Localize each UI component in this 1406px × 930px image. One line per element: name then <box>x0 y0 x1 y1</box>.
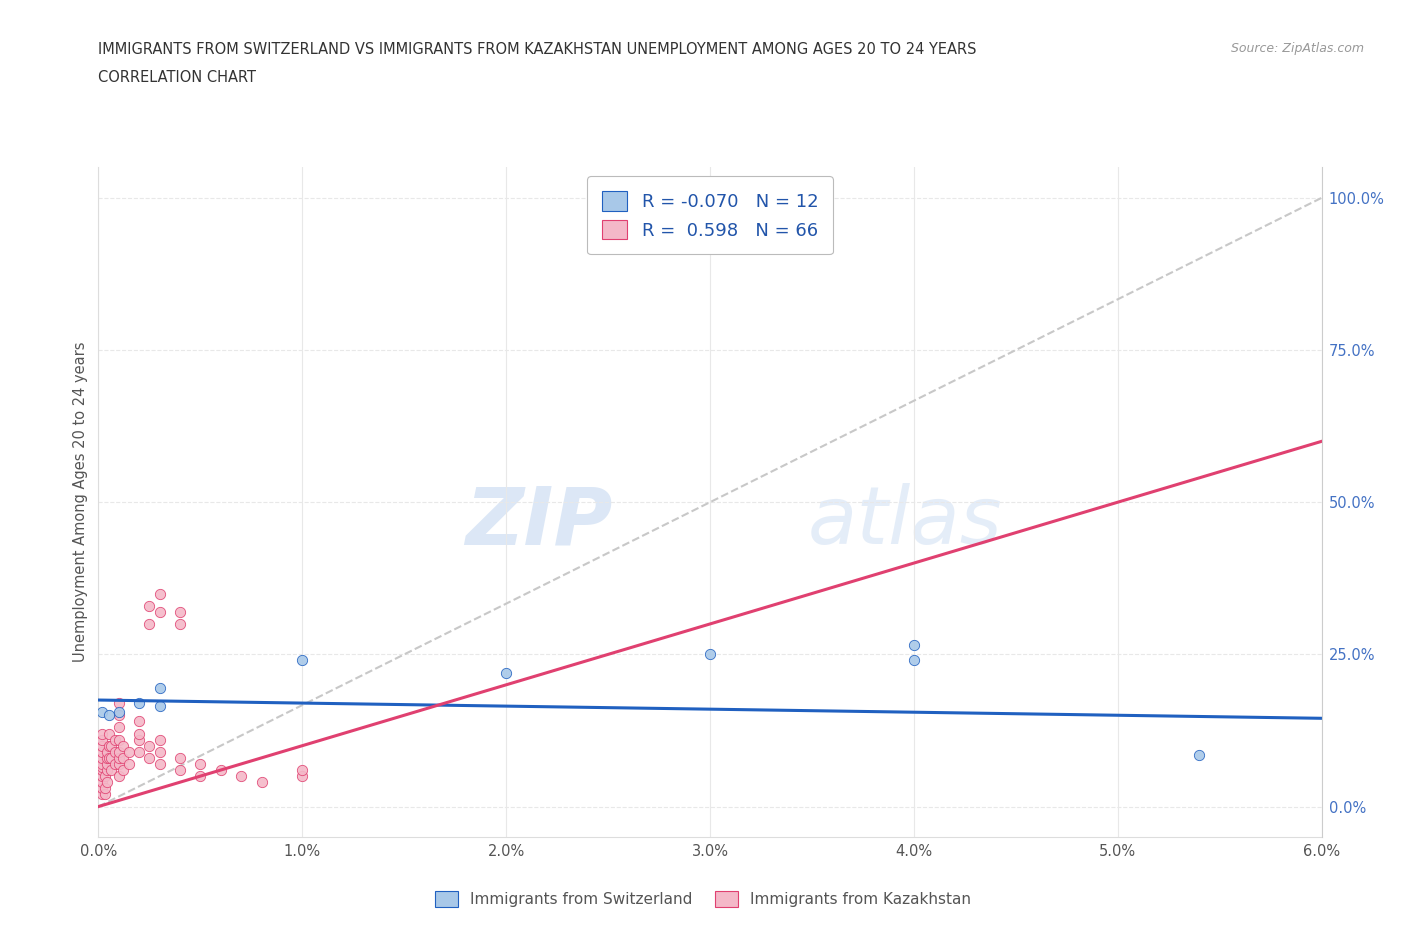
Text: atlas: atlas <box>808 484 1002 562</box>
Point <box>128 744 150 759</box>
Point <box>93 781 115 796</box>
Point <box>91 738 114 753</box>
Point <box>128 732 150 747</box>
Point <box>903 653 925 668</box>
Legend: R = -0.070   N = 12, R =  0.598   N = 66: R = -0.070 N = 12, R = 0.598 N = 66 <box>588 177 832 254</box>
Point <box>91 751 114 765</box>
Point <box>104 732 127 747</box>
Point <box>699 647 721 662</box>
Point <box>96 744 118 759</box>
Point <box>91 705 114 720</box>
Point <box>111 751 134 765</box>
Point <box>97 738 120 753</box>
Point <box>169 604 191 619</box>
Point <box>111 763 134 777</box>
Point <box>128 714 150 729</box>
Point <box>108 696 131 711</box>
Point <box>118 744 141 759</box>
Point <box>169 751 191 765</box>
Point <box>104 756 127 771</box>
Point <box>149 681 172 696</box>
Point <box>91 732 114 747</box>
Point <box>97 751 120 765</box>
Point <box>169 617 191 631</box>
Point <box>91 756 114 771</box>
Point <box>138 617 160 631</box>
Point <box>188 769 212 784</box>
Point <box>96 751 118 765</box>
Point <box>149 756 172 771</box>
Text: ZIP: ZIP <box>465 484 612 562</box>
Point <box>91 787 114 802</box>
Point <box>188 756 212 771</box>
Point <box>231 769 253 784</box>
Point <box>100 751 122 765</box>
Point <box>96 775 118 790</box>
Point <box>108 751 131 765</box>
Point <box>100 738 122 753</box>
Point <box>91 744 114 759</box>
Point <box>91 763 114 777</box>
Point <box>149 744 172 759</box>
Point <box>138 598 160 613</box>
Point <box>100 763 122 777</box>
Point <box>93 787 115 802</box>
Point <box>93 769 115 784</box>
Point <box>149 732 172 747</box>
Point <box>138 738 160 753</box>
Y-axis label: Unemployment Among Ages 20 to 24 years: Unemployment Among Ages 20 to 24 years <box>73 342 87 662</box>
Point <box>169 763 191 777</box>
Point <box>128 696 150 711</box>
Point <box>291 769 314 784</box>
Point <box>128 726 150 741</box>
Point <box>91 775 114 790</box>
Point <box>149 604 172 619</box>
Point <box>108 720 131 735</box>
Point <box>108 756 131 771</box>
Point <box>291 653 314 668</box>
Point <box>91 781 114 796</box>
Point <box>108 732 131 747</box>
Point <box>108 705 131 720</box>
Point <box>149 586 172 601</box>
Point <box>91 726 114 741</box>
Point <box>291 763 314 777</box>
Point <box>495 665 517 680</box>
Point <box>97 708 120 723</box>
Point <box>209 763 232 777</box>
Point <box>108 769 131 784</box>
Text: Source: ZipAtlas.com: Source: ZipAtlas.com <box>1230 42 1364 55</box>
Point <box>96 763 118 777</box>
Point <box>108 744 131 759</box>
Point <box>97 726 120 741</box>
Point <box>96 756 118 771</box>
Point <box>118 756 141 771</box>
Point <box>108 708 131 723</box>
Point <box>138 751 160 765</box>
Point <box>149 698 172 713</box>
Point <box>903 638 925 653</box>
Point <box>111 738 134 753</box>
Point <box>1188 748 1211 763</box>
Point <box>104 744 127 759</box>
Point <box>91 769 114 784</box>
Point <box>91 760 114 775</box>
Legend: Immigrants from Switzerland, Immigrants from Kazakhstan: Immigrants from Switzerland, Immigrants … <box>429 884 977 913</box>
Text: IMMIGRANTS FROM SWITZERLAND VS IMMIGRANTS FROM KAZAKHSTAN UNEMPLOYMENT AMONG AGE: IMMIGRANTS FROM SWITZERLAND VS IMMIGRANT… <box>98 42 977 57</box>
Point <box>250 775 273 790</box>
Text: CORRELATION CHART: CORRELATION CHART <box>98 70 256 85</box>
